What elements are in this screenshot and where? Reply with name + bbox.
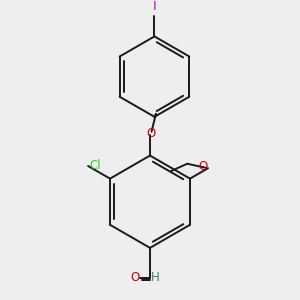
- Text: Cl: Cl: [90, 160, 101, 172]
- Text: O: O: [147, 127, 156, 140]
- Text: O: O: [198, 160, 207, 173]
- Text: I: I: [153, 1, 156, 13]
- Text: O: O: [130, 271, 140, 284]
- Text: H: H: [151, 271, 160, 284]
